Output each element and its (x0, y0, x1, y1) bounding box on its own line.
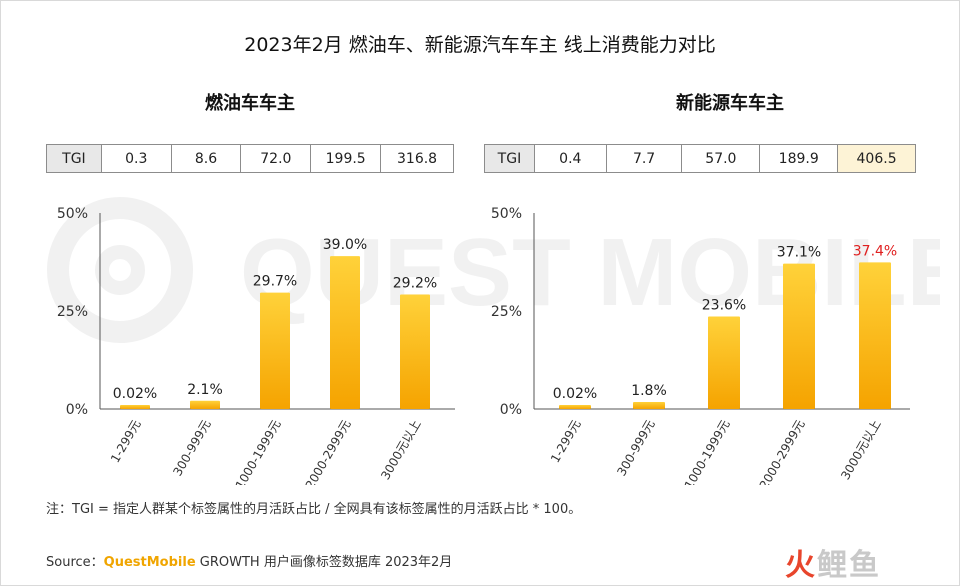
source-brand: QuestMobile (103, 555, 196, 570)
tgi-cell: 7.7 (605, 144, 683, 173)
logo-part2: 鲤鱼 (817, 548, 881, 583)
data-label: 29.2% (393, 276, 437, 292)
data-label: 2.1% (187, 382, 223, 398)
data-label: 23.6% (702, 297, 746, 313)
bar (190, 400, 220, 409)
bar (633, 401, 665, 409)
y-tick-label: 25% (491, 304, 522, 320)
logo: 火鲤鱼 (785, 540, 881, 584)
tgi-cell: 316.8 (380, 144, 454, 173)
data-label: 37.4% (853, 243, 897, 259)
tgi-table-fuel: TGI 0.3 8.6 72.0 199.5 316.8 (46, 144, 454, 173)
x-tick-label: 1-299元 (108, 418, 144, 466)
bar-chart-nev: 0% 25% 50% 0.02% 1-299元 1.8% 300-999元 23.6% 1000… (491, 206, 910, 486)
x-tick-label: 1000-1999元 (233, 418, 284, 486)
bar (859, 262, 891, 409)
x-tick-label: 1-299元 (548, 418, 584, 466)
panel-title-fuel: 燃油车车主 (205, 93, 295, 114)
tgi-cell: 72.0 (240, 144, 312, 173)
watermark-circle-icon (47, 197, 193, 343)
bar-chart-fuel: 0% 25% 50% 0.02% 1-299元 2.1% 300-999元 29.7% 1000… (57, 206, 455, 486)
x-tick-label: 300-999元 (170, 418, 213, 479)
data-label: 29.7% (253, 274, 297, 290)
bar (120, 405, 150, 409)
tgi-header: TGI (484, 144, 535, 173)
bar (783, 263, 815, 409)
tgi-cell: 199.5 (310, 144, 382, 173)
tgi-table-nev: TGI 0.4 7.7 57.0 189.9 406.5 (484, 144, 916, 173)
tgi-cell-highlight: 406.5 (837, 144, 916, 173)
bar (559, 405, 591, 409)
data-label: 39.0% (323, 237, 367, 253)
x-tick-label: 2000-2999元 (757, 418, 808, 486)
y-tick-label: 0% (500, 402, 522, 418)
bar (708, 316, 740, 409)
data-label: 1.8% (631, 383, 667, 399)
footnote: 注：TGI = 指定人群某个标签属性的月活跃占比 / 全网具有该标签属性的月活跃… (46, 502, 582, 517)
source-line: Source：QuestMobile GROWTH 用户画像标签数据库 2023… (46, 551, 452, 570)
data-label: 37.1% (777, 245, 821, 261)
tgi-cell: 189.9 (759, 144, 839, 173)
x-tick-label: 3000元以上 (838, 418, 883, 483)
x-tick-label: 2000-2999元 (303, 418, 354, 486)
source-prefix: Source： (46, 555, 104, 570)
y-tick-label: 50% (57, 206, 88, 222)
main-title: 2023年2月 燃油车、新能源汽车车主 线上消费能力对比 (244, 34, 716, 56)
y-tick-label: 25% (57, 304, 88, 320)
tgi-cell: 8.6 (170, 144, 242, 173)
bar (260, 292, 290, 409)
source-rest: GROWTH 用户画像标签数据库 2023年2月 (195, 555, 453, 570)
data-label: 0.02% (113, 386, 157, 402)
y-tick-label: 0% (66, 402, 88, 418)
tgi-header: TGI (46, 144, 102, 173)
x-tick-label: 300-999元 (614, 418, 657, 479)
bar (330, 256, 360, 409)
tgi-cell: 0.3 (100, 144, 172, 173)
tgi-cell: 0.4 (533, 144, 607, 173)
data-label: 0.02% (553, 386, 597, 402)
bar (400, 294, 430, 409)
x-tick-label: 1000-1999元 (682, 418, 733, 486)
tgi-cell: 57.0 (681, 144, 761, 173)
x-tick-label: 3000元以上 (378, 418, 423, 483)
y-tick-label: 50% (491, 206, 522, 222)
panel-title-nev: 新能源车车主 (676, 93, 784, 114)
logo-part1: 火 (785, 548, 817, 583)
